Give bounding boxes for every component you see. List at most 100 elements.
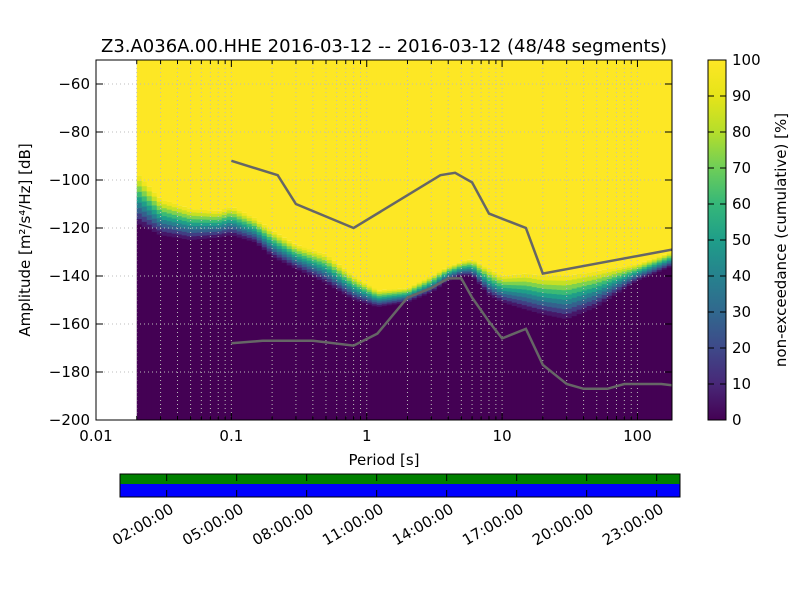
heat-saturated-cell <box>341 60 348 269</box>
heat-transition-cell <box>531 307 538 313</box>
heat-transition-cell <box>666 265 672 269</box>
heat-floor-cell <box>341 294 348 420</box>
heat-transition-cell <box>291 259 298 264</box>
heat-transition-cell <box>256 234 263 239</box>
heat-saturated-cell <box>671 60 672 252</box>
heat-transition-cell <box>551 303 558 309</box>
heat-transition-cell <box>651 258 658 261</box>
timeline-tick-label: 20:00:00 <box>529 500 596 549</box>
heat-transition-cell <box>301 267 308 271</box>
heat-transition-cell <box>421 286 428 290</box>
heat-transition-cell <box>596 270 603 276</box>
heat-transition-cell <box>666 257 672 261</box>
heat-transition-cell <box>546 306 553 312</box>
heat-saturated-cell <box>546 60 553 276</box>
heat-transition-cell <box>541 280 548 286</box>
heat-transition-cell <box>491 271 498 276</box>
heat-floor-cell <box>636 280 643 420</box>
heat-saturated-cell <box>536 60 543 276</box>
heat-saturated-cell <box>151 60 158 193</box>
heat-transition-cell <box>241 218 248 223</box>
heat-transition-cell <box>511 295 518 300</box>
heat-transition-cell <box>586 276 593 282</box>
heat-transition-cell <box>631 280 638 284</box>
heat-transition-cell <box>611 271 618 275</box>
heat-transition-cell <box>261 230 268 234</box>
heat-transition-cell <box>656 264 663 268</box>
heat-floor-cell <box>461 276 468 420</box>
heat-transition-cell <box>271 234 278 239</box>
heat-transition-cell <box>526 286 533 291</box>
heat-transition-cell <box>221 224 228 228</box>
heat-transition-cell <box>591 287 598 293</box>
heat-transition-cell <box>621 284 628 288</box>
heat-transition-cell <box>611 286 618 291</box>
heat-transition-cell <box>486 280 493 285</box>
heat-transition-cell <box>636 263 643 266</box>
heat-saturated-cell <box>316 60 323 253</box>
heat-transition-cell <box>496 274 503 278</box>
heat-transition-cell <box>596 278 603 283</box>
heat-saturated-cell <box>636 60 643 264</box>
heat-transition-cell <box>321 266 328 271</box>
heat-floor-cell <box>661 269 668 420</box>
heat-transition-cell <box>646 259 653 263</box>
heat-floor-cell <box>301 272 308 420</box>
heat-floor-cell <box>436 287 443 420</box>
heat-transition-cell <box>616 281 623 285</box>
colorbar-tick-label: 60 <box>732 195 751 213</box>
heat-transition-cell <box>191 209 198 214</box>
heat-transition-cell <box>611 292 618 297</box>
heat-transition-cell <box>266 242 273 247</box>
heat-saturated-cell <box>401 60 408 289</box>
heat-transition-cell <box>651 270 658 273</box>
heat-transition-cell <box>321 269 328 274</box>
heat-transition-cell <box>346 280 353 285</box>
heat-saturated-cell <box>556 60 563 276</box>
heat-transition-cell <box>636 274 643 277</box>
heat-transition-cell <box>181 235 188 240</box>
y-axis-ticks: −60 −80 −100 −120 −140 −160 −180 −200 <box>49 75 672 429</box>
heat-transition-cell <box>571 279 578 285</box>
heat-transition-cell <box>176 234 183 239</box>
heat-floor-cell <box>336 291 343 420</box>
heat-transition-cell <box>206 219 213 224</box>
heat-transition-cell <box>661 259 668 262</box>
heat-transition-cell <box>256 224 263 228</box>
heat-transition-cell <box>216 222 223 227</box>
heat-transition-cell <box>361 282 368 286</box>
heat-transition-cell <box>631 278 638 282</box>
heat-saturated-cell <box>461 60 468 261</box>
heat-saturated-cell <box>351 60 358 277</box>
heat-transition-cell <box>481 268 488 272</box>
heat-transition-cell <box>666 261 672 264</box>
heat-transition-cell <box>551 276 558 282</box>
heat-transition-cell <box>381 297 388 300</box>
heat-transition-cell <box>466 265 473 268</box>
heat-floor-cell <box>181 238 188 420</box>
heat-transition-cell <box>196 212 203 217</box>
heat-saturated-cell <box>496 60 503 275</box>
heat-transition-cell <box>316 252 323 256</box>
heat-transition-cell <box>141 211 148 218</box>
heat-transition-cell <box>521 285 528 291</box>
heat-transition-cell <box>201 213 208 217</box>
heat-saturated-cell <box>436 60 443 272</box>
heat-transition-cell <box>211 228 218 233</box>
heat-floor-cell <box>146 229 153 420</box>
heat-transition-cell <box>291 249 298 253</box>
heat-transition-cell <box>331 273 338 277</box>
heat-transition-cell <box>626 274 633 278</box>
heat-transition-cell <box>331 276 338 280</box>
heat-transition-cell <box>296 245 303 250</box>
heat-transition-cell <box>526 298 533 304</box>
heat-transition-cell <box>251 223 258 227</box>
heat-transition-cell <box>581 290 588 296</box>
heat-transition-cell <box>531 299 538 305</box>
heat-transition-cell <box>481 271 488 275</box>
heat-transition-cell <box>366 294 373 297</box>
heat-transition-cell <box>331 263 338 268</box>
heat-saturated-cell <box>491 60 498 272</box>
heat-transition-cell <box>226 226 233 230</box>
heat-transition-cell <box>336 267 343 272</box>
